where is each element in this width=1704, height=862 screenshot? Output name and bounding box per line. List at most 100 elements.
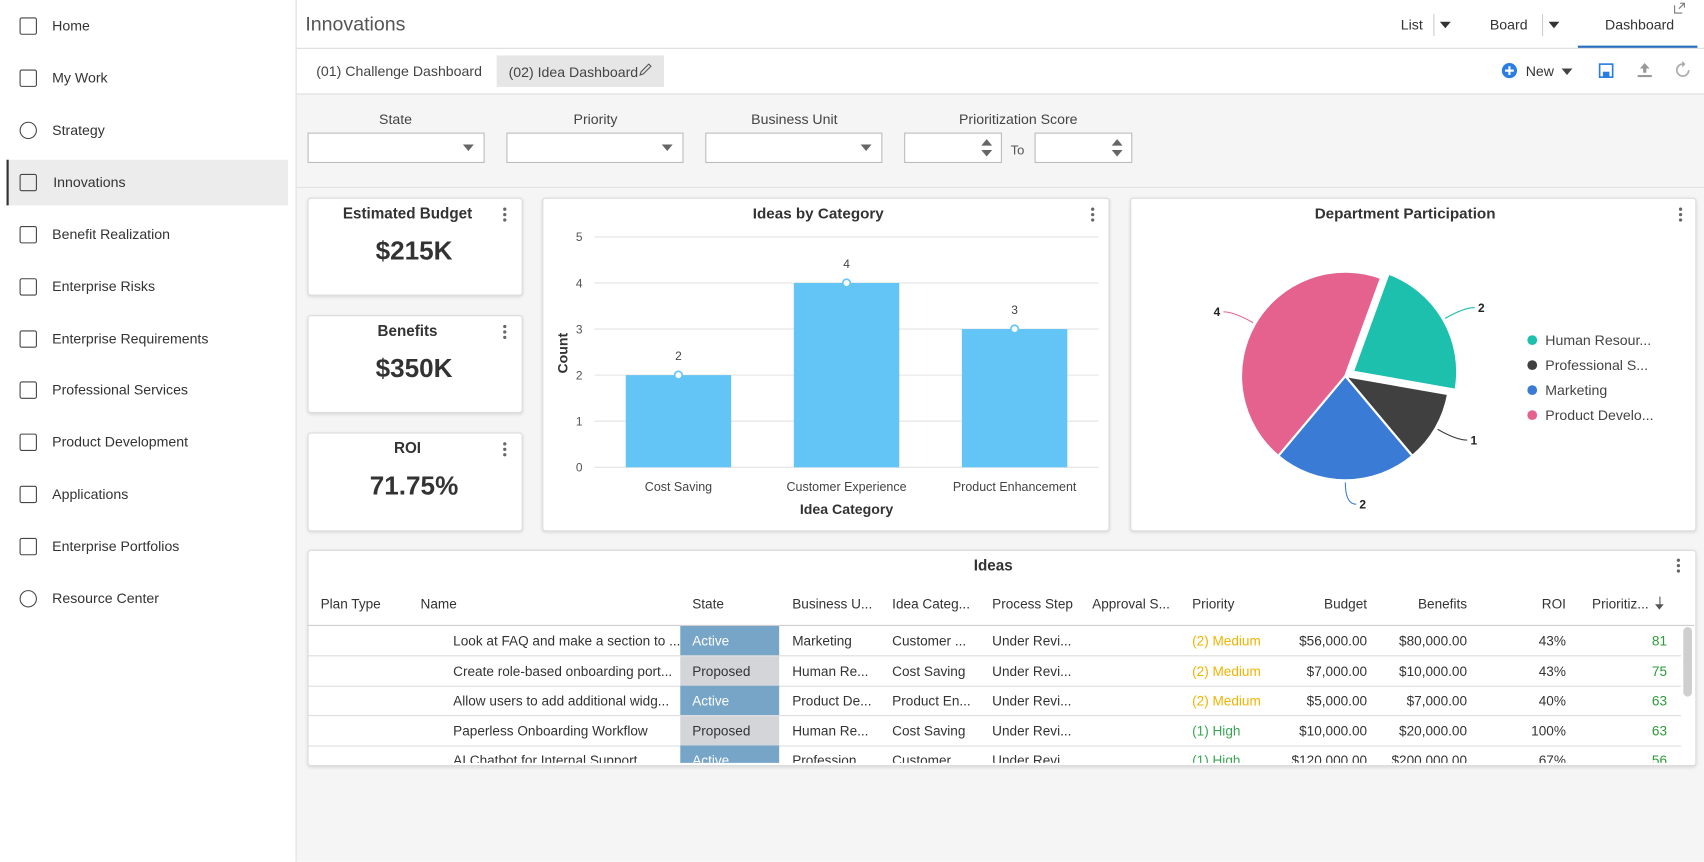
cell-name[interactable]: Allow users to add additional widg... (453, 693, 670, 709)
caret[interactable] (462, 144, 474, 152)
dot (503, 335, 507, 340)
filter-dropdown[interactable] (506, 132, 684, 164)
caret[interactable] (1439, 21, 1451, 29)
spin-down[interactable] (1111, 149, 1123, 157)
sidebar-item[interactable]: Strategy (52, 121, 105, 139)
cell-score: 81 (1651, 633, 1667, 649)
save-icon[interactable] (1598, 63, 1614, 78)
kpi-title: Estimated Budget (342, 204, 473, 222)
dot (1678, 212, 1683, 217)
upload-icon[interactable] (1637, 62, 1653, 78)
cell-process-step: Under Revi... (992, 723, 1072, 739)
dot (1676, 569, 1681, 573)
cell-name[interactable]: AI Chatbot for Internal Support (453, 753, 638, 763)
more-menu[interactable] (503, 441, 507, 457)
priority-text: (2) Medium (1192, 633, 1261, 649)
scrollbar[interactable] (1683, 627, 1692, 697)
sidebar-icon (19, 121, 37, 140)
more-menu[interactable] (1676, 557, 1681, 573)
dot (1678, 218, 1683, 222)
row-line (307, 745, 1682, 747)
column-header[interactable]: Name (420, 596, 457, 612)
cell-benefits: $200,000.00 (1391, 753, 1468, 763)
sidebar-icon (19, 590, 37, 608)
filter-label: Prioritization Score (958, 110, 1078, 128)
state-cell (680, 745, 780, 763)
cell-benefits: $20,000.00 (1399, 723, 1468, 739)
new-icon[interactable] (1501, 63, 1518, 79)
edit-icon[interactable] (638, 62, 653, 77)
cell-business-unit: Marketing (792, 633, 852, 649)
sidebar-item[interactable]: Enterprise Requirements (52, 330, 209, 347)
page-title: Innovations (305, 13, 406, 35)
column-header[interactable]: Business U... (792, 596, 873, 612)
cell-score: 56 (1651, 753, 1667, 763)
column-header[interactable]: Approval S... (1092, 596, 1170, 612)
cell-process-step: Under Revi... (992, 693, 1072, 709)
more-menu[interactable] (1678, 206, 1683, 222)
filter-dropdown[interactable] (307, 132, 485, 164)
refresh-icon[interactable] (1674, 60, 1692, 79)
sidebar-item[interactable]: Innovations (53, 173, 126, 191)
active-tab-bg (496, 55, 664, 87)
caret[interactable] (860, 144, 872, 152)
sidebar-item[interactable]: Home (52, 17, 90, 34)
spin-down[interactable] (981, 149, 993, 157)
sidebar-item[interactable]: Applications (52, 485, 129, 503)
column-header[interactable]: ROI (1541, 596, 1566, 612)
popout-icon[interactable] (1674, 2, 1686, 14)
new-button[interactable]: New (1525, 63, 1554, 80)
dashboard-tab[interactable]: (02) Idea Dashboard (508, 64, 639, 81)
row-line (307, 685, 1682, 687)
column-header[interactable]: State (692, 596, 724, 612)
sidebar-item[interactable]: Benefit Realization (52, 226, 170, 243)
divider (296, 47, 1704, 49)
number-input[interactable] (1034, 132, 1133, 164)
more-menu[interactable] (503, 324, 507, 340)
cell-name[interactable]: Create role-based onboarding port... (453, 663, 673, 679)
sidebar-item[interactable]: Enterprise Risks (52, 278, 156, 295)
cell-name[interactable]: Paperless Onboarding Workflow (453, 723, 648, 739)
column-header[interactable]: Prioritiz... (1592, 596, 1649, 612)
number-input[interactable] (904, 132, 1002, 164)
cell-name[interactable]: Look at FAQ and make a section to ... (453, 633, 681, 649)
sidebar-item[interactable]: Enterprise Portfolios (52, 537, 180, 555)
kpi-value: $215K (375, 236, 453, 267)
sidebar-item[interactable]: Resource Center (52, 590, 159, 607)
header-line (307, 624, 1695, 626)
dot (503, 324, 507, 329)
column-header[interactable]: Benefits (1417, 596, 1468, 612)
column-header[interactable]: Idea Categ... (892, 596, 970, 612)
spin-up[interactable] (1111, 139, 1123, 146)
more-menu[interactable] (1091, 206, 1095, 222)
column-header[interactable]: Budget (1324, 596, 1368, 612)
view-tab[interactable]: List (1400, 16, 1423, 33)
dot (503, 330, 507, 334)
caret[interactable] (661, 144, 673, 152)
divider (296, 186, 1704, 188)
cell-benefits: $10,000.00 (1399, 663, 1468, 679)
dashboard-tab[interactable]: (01) Challenge Dashboard (316, 63, 482, 80)
caret[interactable] (1561, 68, 1573, 75)
view-tab[interactable]: Dashboard (1605, 16, 1675, 33)
sort-arrow (1659, 596, 1661, 609)
sidebar-icon (19, 173, 37, 192)
caret[interactable] (1548, 21, 1560, 29)
sidebar-item[interactable]: Product Development (52, 433, 189, 450)
sidebar-item[interactable]: Professional Services (52, 381, 188, 398)
cell-score: 63 (1651, 693, 1667, 709)
column-header[interactable]: Priority (1192, 596, 1235, 612)
spin-up[interactable] (981, 139, 993, 146)
more-menu[interactable] (503, 206, 507, 222)
dot (1091, 207, 1095, 211)
column-header[interactable]: Process Step (992, 596, 1073, 612)
dot (1091, 218, 1095, 222)
state-cell (680, 685, 780, 716)
sidebar-item[interactable]: My Work (52, 69, 108, 86)
cell-score: 63 (1651, 723, 1667, 739)
view-tab[interactable]: Board (1489, 16, 1528, 33)
cell-budget: $7,000.00 (1306, 663, 1368, 679)
filter-dropdown[interactable] (705, 132, 883, 164)
column-header[interactable]: Plan Type (320, 596, 381, 612)
cell-budget: $120,000.00 (1291, 753, 1368, 763)
